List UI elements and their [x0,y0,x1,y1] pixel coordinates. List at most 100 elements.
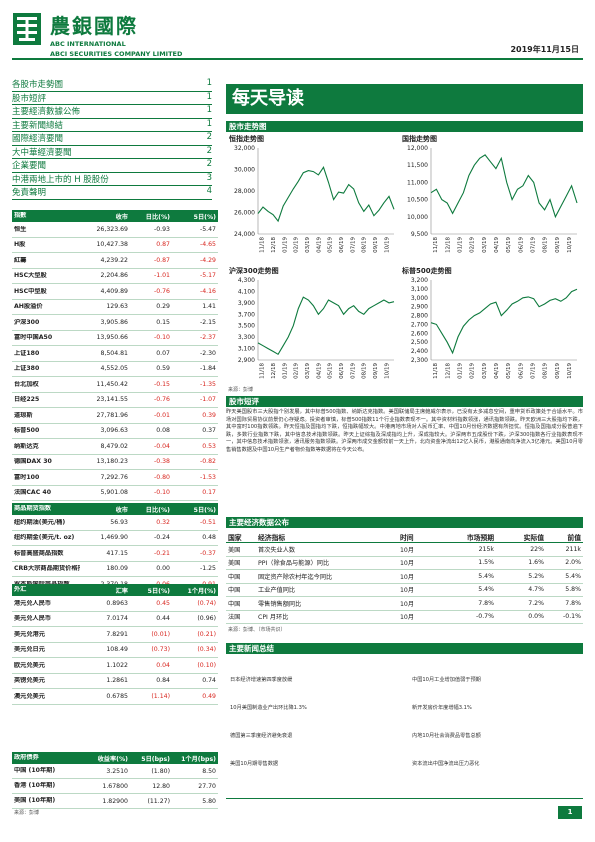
news-item[interactable]: 日本经济增速第四季度放缓 [230,677,293,683]
x-tick-label: 10/19 [567,237,573,253]
news-item[interactable]: 新开发房价年度增幅3.1% [412,705,472,711]
toc-item-page: 1 [206,118,212,129]
toc-item-page: 2 [206,145,212,156]
table-cell: 10月 [400,560,415,568]
table-cell: 13,950.66 [96,334,129,342]
econ-source-note: 来源：彭博、（市场共识） [228,627,286,633]
table-cell: 108.49 [106,646,128,654]
toc-item-label: 中港兩地上市的 H 股股份 [12,174,109,185]
table-cell: -4.16 [199,287,216,295]
table-cell: 27.70 [198,782,216,790]
y-tick-label: 9,500 [411,231,428,238]
table-cell: 0.53 [202,442,216,450]
table-cell: 0.44 [156,615,170,623]
table-cell: -4.29 [199,256,216,264]
column-header: 前值 [567,533,581,542]
table-cell: (0.74) [197,599,216,607]
x-tick-label: 01/19 [282,363,288,379]
table-cell: 27,781.96 [96,411,129,419]
column-header: 时间 [400,533,414,542]
x-tick-label: 03/19 [305,237,311,253]
table-cell: 美国 [228,560,241,568]
table-row: 富时中国A50 13,950.66 -0.10 -2.37 [12,331,218,346]
table-cell: 8,504.81 [100,349,128,357]
x-tick-label: 07/19 [350,237,356,253]
table-cell: 180.09 [106,565,128,573]
table-cell: PPI（除食品与能源）同比 [258,560,330,568]
table-cell: -1.25 [199,565,216,573]
market-commentary: 昨天美国股市三大股指个别发展，其中标普500指数、纳斯达克指数。美国联储局主席鲍… [226,409,583,453]
column-header: 汇率 [115,587,128,595]
table-cell: 10月 [400,546,415,554]
table-cell: 4,409.89 [100,287,128,295]
table-cell: 7,292.76 [100,473,128,481]
x-tick-label: 05/19 [328,237,334,253]
table-row: 港元兑人民币 0.8963 0.45 (0.74) [12,596,218,612]
y-tick-label: 24,000 [234,231,255,238]
news-item[interactable]: 德国第三季度经济避免衰退 [230,733,293,739]
table-cell: 3,096.63 [100,427,128,435]
toc-item-label: 主要新聞總結 [12,120,64,131]
table-cell: (0.34) [197,646,216,654]
table-row: 澳元兑美元 0.6785 (1.14) 0.49 [12,689,218,705]
toc-item[interactable]: 企業要聞 2 [12,159,212,173]
table-of-contents: 各股市走勢圖 1 股市短評 1 主要經濟數據公佈 1 主要新聞總結 1 國際經濟要聞 2 大中華經濟… [12,78,212,200]
table-cell: 1.41 [202,303,216,311]
table-cell: 0.07 [156,349,170,357]
table-cell: 1.67800 [102,782,128,790]
x-tick-label: 04/19 [316,363,322,379]
toc-item[interactable]: 中港兩地上市的 H 股股份 3 [12,173,212,186]
chart-title-sp500: 标普500走势图 [402,267,452,275]
table-cell: 上证180 [14,349,40,357]
y-tick-label: 4,100 [238,288,255,295]
table-cell: 4,239.22 [100,256,128,264]
toc-item[interactable]: 國際經濟要聞 2 [12,132,212,146]
table-cell: 纽约期金(美元/t. oz) [14,534,75,541]
table-cell: 紅籌 [14,256,27,264]
table-cell: 中国 (10年期) [14,767,56,775]
x-tick-label: 12/18 [271,363,277,379]
y-tick-label: 2,600 [411,330,428,337]
table-cell: 0.00 [156,565,170,573]
table-cell: 5.8% [565,586,581,594]
table-row: 标普500 3,096.63 0.08 0.37 [12,424,218,439]
toc-item[interactable]: 各股市走勢圖 1 [12,78,212,92]
table-cell: 港元兑人民币 [14,599,52,607]
table-cell: 首次失业人数 [258,546,296,554]
x-tick-label: 09/19 [555,237,561,253]
econ-table: 国家 经济指标 时间 市场预期 实际值 前值 美国 首次失业人数 10月 215k 22% 211k 美… [226,531,583,633]
chart-svg: 12,000 11,500 11,000 10,500 10,000 9,500 11/18… [407,145,578,253]
x-tick-label: 06/19 [518,363,524,379]
table-cell: 0.45 [156,599,170,607]
table-cell: 7.8% [478,599,494,607]
table-row: 沪深300 3,905.86 0.15 -2.15 [12,315,218,331]
table-cell: 0.32 [156,518,170,526]
toc-item[interactable]: 免責聲明 4 [12,186,212,200]
y-tick-label: 2,900 [411,304,428,311]
toc-item[interactable]: 股市短評 1 [12,92,212,105]
toc-item[interactable]: 主要新聞總結 1 [12,118,212,132]
table-row: 富时100 7,292.76 -0.80 -1.53 [12,470,218,486]
news-item[interactable]: 美国10月期零售数据 [230,761,279,767]
table-cell: -0.51 [199,518,216,526]
toc-item[interactable]: 大中華經濟要聞 2 [12,145,212,159]
column-header: 收益率(%) [97,755,128,763]
y-tick-label: 10,000 [407,214,428,221]
table-cell: 11,450.42 [96,380,129,388]
table-cell: 纽约期油(美元/桶) [14,518,66,526]
chart-title-hscei: 国指走势图 [402,135,437,143]
news-item[interactable]: 中国10月工业增加值弱于预期 [412,677,481,683]
news-item[interactable]: 内地10月社会消费品零售总额 [412,733,481,739]
table-cell: -0.87 [153,256,170,264]
table-cell: -0.21 [153,549,170,557]
table-cell: (0.73) [151,646,170,654]
table-cell: 26,323.69 [96,225,129,233]
table-cell: CPI 月环比 [258,614,289,622]
series-line [430,154,578,219]
table-cell: 标普高盛商品指数 [14,549,64,557]
news-item[interactable]: 10月美国制造业产出环比降1.3% [230,705,307,711]
toc-item[interactable]: 主要經濟數據公佈 1 [12,105,212,119]
y-tick-label: 10,500 [407,197,428,204]
news-item[interactable]: 资本流出中国净流出压力恶化 [412,761,480,767]
